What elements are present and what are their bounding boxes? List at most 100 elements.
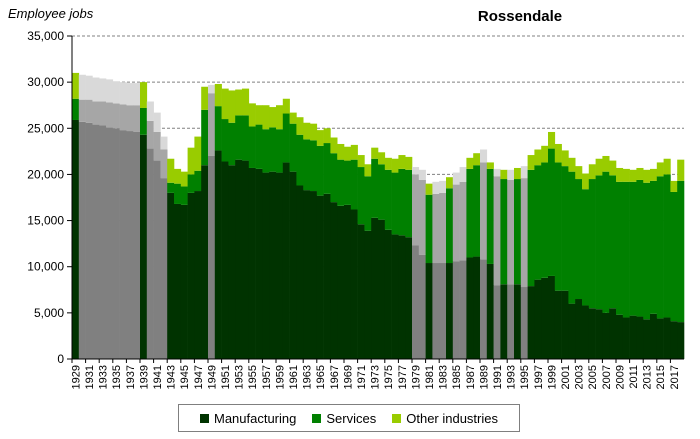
bar-manufacturing-1944 bbox=[174, 203, 182, 359]
x-tick-label: 2005 bbox=[587, 365, 599, 389]
x-tick-label: 1993 bbox=[506, 365, 518, 389]
x-tick-label: 1987 bbox=[465, 365, 477, 389]
bar-services-1931 bbox=[85, 99, 93, 123]
x-tick-label: 1935 bbox=[111, 365, 123, 389]
bar-manufacturing-1973 bbox=[371, 217, 379, 359]
x-tick-label: 1995 bbox=[519, 365, 531, 389]
bar-manufacturing-1966 bbox=[323, 193, 331, 359]
bar-other-industries-1970 bbox=[350, 144, 358, 160]
x-tick-label: 1997 bbox=[533, 365, 545, 389]
bar-services-1961 bbox=[289, 123, 297, 172]
x-tick-label: 1941 bbox=[152, 365, 164, 389]
bar-services-2003 bbox=[575, 179, 583, 300]
bar-other-industries-1932 bbox=[92, 77, 100, 102]
bar-other-industries-2017 bbox=[670, 180, 678, 192]
bar-services-1986 bbox=[459, 181, 467, 261]
bar-services-1960 bbox=[282, 113, 290, 163]
bar-manufacturing-1947 bbox=[194, 191, 202, 359]
bar-manufacturing-1991 bbox=[493, 285, 501, 359]
bar-manufacturing-2009 bbox=[616, 314, 624, 359]
bar-manufacturing-1952 bbox=[228, 165, 236, 359]
x-tick-label: 1955 bbox=[247, 365, 259, 389]
x-tick-label: 1981 bbox=[424, 365, 436, 389]
bar-manufacturing-1974 bbox=[378, 219, 386, 359]
bar-services-1983 bbox=[439, 192, 447, 264]
bar-manufacturing-1936 bbox=[119, 130, 127, 359]
bar-services-1994 bbox=[514, 179, 522, 285]
bar-manufacturing-1988 bbox=[473, 256, 481, 359]
bar-manufacturing-2010 bbox=[622, 317, 630, 359]
bar-manufacturing-1987 bbox=[466, 257, 474, 359]
bar-other-industries-1965 bbox=[316, 130, 324, 146]
bar-other-industries-1975 bbox=[384, 157, 392, 170]
x-tick-label: 1999 bbox=[546, 365, 558, 389]
bar-manufacturing-1990 bbox=[486, 263, 494, 359]
bar-services-1981 bbox=[425, 194, 433, 264]
bar-other-industries-1954 bbox=[242, 88, 250, 116]
bar-manufacturing-1985 bbox=[452, 261, 460, 359]
bar-other-industries-1988 bbox=[473, 153, 481, 166]
legend-item-other-industries: Other industries bbox=[392, 411, 498, 426]
bar-manufacturing-2005 bbox=[588, 308, 596, 359]
bar-manufacturing-1929 bbox=[72, 119, 80, 359]
bar-services-2013 bbox=[643, 182, 651, 320]
bar-services-1951 bbox=[221, 119, 229, 162]
bar-other-industries-2000 bbox=[554, 143, 562, 163]
bar-manufacturing-1999 bbox=[548, 275, 556, 359]
bar-manufacturing-1978 bbox=[405, 237, 413, 359]
legend-swatch-services bbox=[312, 413, 322, 423]
bar-other-industries-1935 bbox=[112, 81, 120, 104]
bar-other-industries-1984 bbox=[446, 177, 454, 189]
bar-manufacturing-1933 bbox=[99, 125, 107, 359]
bar-other-industries-1993 bbox=[507, 169, 515, 180]
x-tick-label: 1931 bbox=[84, 365, 96, 389]
bar-manufacturing-2011 bbox=[629, 315, 637, 359]
x-tick-label: 1965 bbox=[315, 365, 327, 389]
y-tick-label: 0 bbox=[57, 352, 64, 366]
bar-other-industries-1964 bbox=[310, 123, 318, 141]
bar-services-1952 bbox=[228, 122, 236, 166]
bar-other-industries-1931 bbox=[85, 75, 93, 100]
bar-other-industries-1980 bbox=[418, 169, 426, 180]
bar-other-industries-2012 bbox=[636, 167, 644, 180]
legend-label-other-industries: Other industries bbox=[406, 410, 498, 426]
bar-other-industries-1942 bbox=[160, 136, 168, 150]
bar-other-industries-2014 bbox=[650, 168, 658, 181]
bar-manufacturing-1989 bbox=[480, 259, 488, 359]
bar-services-1956 bbox=[255, 124, 263, 169]
bar-services-1962 bbox=[296, 134, 304, 186]
legend-item-manufacturing: Manufacturing bbox=[199, 411, 296, 426]
bar-other-industries-1971 bbox=[357, 155, 365, 168]
bar-other-industries-1953 bbox=[235, 89, 243, 116]
bar-manufacturing-1995 bbox=[520, 287, 528, 359]
x-tick-label: 2015 bbox=[655, 365, 667, 389]
x-tick-label: 1985 bbox=[451, 365, 463, 389]
bar-manufacturing-1971 bbox=[357, 224, 365, 359]
bar-other-industries-2004 bbox=[582, 173, 590, 190]
bar-manufacturing-1998 bbox=[541, 277, 549, 359]
bar-manufacturing-2006 bbox=[595, 309, 603, 359]
bar-other-industries-1991 bbox=[493, 168, 501, 177]
bar-services-2006 bbox=[595, 175, 603, 310]
bar-other-industries-1968 bbox=[337, 143, 345, 160]
bar-services-1997 bbox=[534, 165, 542, 280]
bar-other-industries-1963 bbox=[303, 122, 311, 140]
bar-other-industries-2016 bbox=[663, 158, 671, 175]
bar-manufacturing-2007 bbox=[602, 312, 610, 359]
bar-manufacturing-2008 bbox=[609, 308, 617, 359]
bar-services-2014 bbox=[650, 180, 658, 314]
bar-other-industries-1981 bbox=[425, 183, 433, 195]
bar-manufacturing-1939 bbox=[140, 134, 148, 359]
bar-manufacturing-2015 bbox=[656, 318, 664, 359]
bar-services-1941 bbox=[153, 131, 161, 161]
bar-services-1987 bbox=[466, 168, 474, 258]
bar-other-industries-1983 bbox=[439, 180, 447, 193]
bar-services-2000 bbox=[554, 162, 562, 291]
bar-manufacturing-1949 bbox=[208, 155, 216, 359]
bar-manufacturing-1934 bbox=[106, 127, 114, 359]
bar-other-industries-1948 bbox=[201, 86, 209, 110]
bar-services-1984 bbox=[446, 188, 454, 264]
bar-other-industries-1986 bbox=[459, 167, 467, 182]
bar-services-2010 bbox=[622, 181, 630, 318]
bar-services-1953 bbox=[235, 115, 243, 160]
